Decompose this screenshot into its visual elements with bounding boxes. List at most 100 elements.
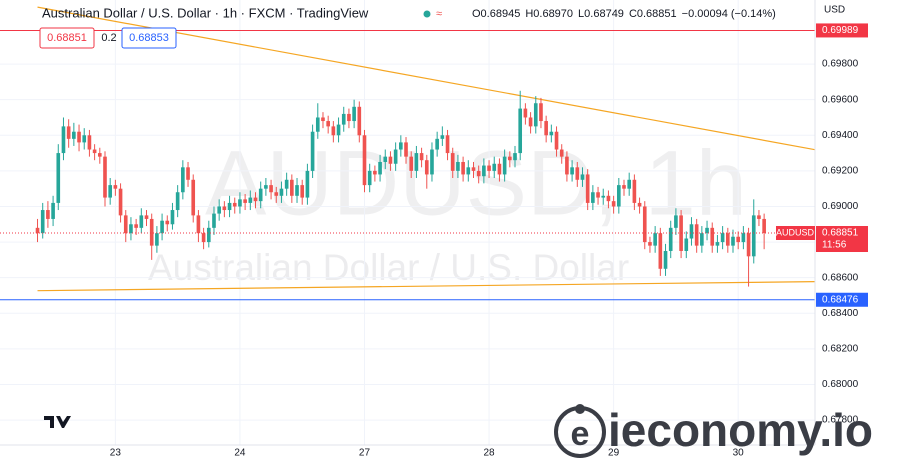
candle-body <box>113 185 118 189</box>
candle-body <box>414 153 419 171</box>
candle-body <box>440 135 445 139</box>
candle-body <box>456 161 460 171</box>
level-label: 0.68476 <box>822 294 859 305</box>
candle-body <box>310 131 315 171</box>
symbol-tag-label: AUDUSD <box>776 227 815 237</box>
candle-body <box>321 117 325 122</box>
candle-body <box>378 161 382 175</box>
axes: 0.67800 0.68000 0.68200 0.68400 0.68600 0.688… <box>110 23 868 459</box>
candle-body <box>523 108 528 118</box>
y-tick-label: 0.69800 <box>822 59 859 70</box>
candle-body <box>40 210 45 234</box>
candle-body <box>518 108 523 154</box>
candle-body <box>596 192 600 198</box>
candle-body <box>700 233 704 246</box>
candle-body <box>191 179 196 216</box>
candle-body <box>77 131 81 143</box>
candle-body <box>476 170 481 177</box>
candle-body <box>487 165 491 171</box>
candle-body <box>227 202 232 211</box>
candle-body <box>637 202 642 207</box>
candle-body <box>212 213 216 228</box>
buy-box[interactable] <box>121 27 177 49</box>
candle-body <box>160 220 164 234</box>
candle-body <box>445 135 450 154</box>
status-icon <box>423 10 431 18</box>
candle-body <box>155 233 159 246</box>
candle-body <box>56 153 61 203</box>
status-icon: ≈ <box>436 8 442 20</box>
trendline <box>37 281 816 292</box>
candle-body <box>482 165 486 177</box>
candle-body <box>165 220 170 225</box>
candle-body <box>710 227 715 246</box>
watermark-name: Australian Dollar / U.S. Dollar <box>148 247 629 288</box>
candle-body <box>642 206 647 243</box>
candle-body <box>222 206 227 211</box>
candle-body <box>352 106 356 122</box>
price-tag-label: 0.68851 <box>822 228 859 239</box>
candle-body <box>528 117 533 127</box>
candle-body <box>585 174 590 203</box>
candle-body <box>103 156 107 198</box>
y-tick-label: 0.68600 <box>822 272 859 283</box>
candle-body <box>720 233 725 243</box>
ohlc-value: −0.00094 (−0.14%) <box>682 8 776 20</box>
candle-body <box>72 131 76 139</box>
candle-body <box>751 215 756 257</box>
y-tick-label: 0.68400 <box>822 308 859 319</box>
sell-box[interactable] <box>39 27 95 49</box>
candle-body <box>170 210 175 225</box>
ohlc-legend: O0.68945 H0.68970 L0.68749 C0.68851 −0.00094… <box>472 8 776 20</box>
candle-body <box>762 218 766 234</box>
candle-body <box>118 188 123 216</box>
candle-body <box>544 121 548 136</box>
candle-body <box>66 126 71 139</box>
plot-area <box>0 0 816 445</box>
candle-body <box>591 192 595 203</box>
y-tick-label: 0.68000 <box>822 379 859 390</box>
candle-body <box>87 135 92 150</box>
candle-body <box>388 156 393 164</box>
brand-icon-letter: e <box>571 415 590 453</box>
candle-body <box>409 156 414 171</box>
candle-body <box>264 185 268 189</box>
candle-body <box>253 197 258 202</box>
candle-body <box>533 103 538 127</box>
candle-body <box>611 201 616 207</box>
candle-body <box>97 153 102 157</box>
candle-body <box>201 233 206 243</box>
candle-body <box>274 192 279 196</box>
candle-body <box>674 215 678 228</box>
buy-price[interactable]: 0.68853 <box>129 32 169 44</box>
ohlc-value: L0.68749 <box>578 8 624 20</box>
candle-body <box>238 199 242 207</box>
y-tick-label: 0.67800 <box>822 415 859 426</box>
candle-body <box>539 103 543 122</box>
symbol-tag <box>776 226 815 241</box>
candle-body <box>430 149 434 175</box>
candle-body <box>471 167 476 171</box>
candle-body <box>347 113 351 122</box>
candle-body <box>741 233 746 243</box>
candle-body <box>653 233 657 246</box>
candle-body <box>144 215 149 219</box>
brand-logo: e ieconomy.io <box>554 404 873 458</box>
x-tick-label: 24 <box>234 448 246 459</box>
candle-body <box>181 167 185 193</box>
candle-body <box>668 227 673 251</box>
candle-body <box>731 236 735 246</box>
y-tick-label: 0.69400 <box>822 130 859 141</box>
watermark: AUDUSD, 1h Australian Dollar / U.S. Doll… <box>148 132 747 287</box>
candle-body <box>186 167 190 180</box>
candle-body <box>269 185 273 193</box>
sell-price[interactable]: 0.68851 <box>47 32 87 44</box>
candle-body <box>92 149 97 154</box>
candle-body <box>627 179 632 189</box>
candle-body <box>279 188 284 196</box>
candle-body <box>757 215 761 219</box>
candle-body <box>295 185 299 196</box>
candle-body <box>175 192 180 211</box>
candle-body <box>258 188 263 202</box>
